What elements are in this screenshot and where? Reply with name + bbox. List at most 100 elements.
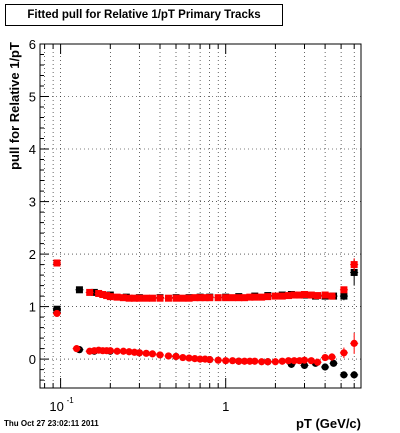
marker-circle — [321, 353, 329, 362]
marker-circle — [142, 349, 150, 357]
marker-circle — [113, 347, 121, 355]
data-point-mean-red — [52, 309, 61, 318]
y-tick-label: 0 — [29, 352, 36, 367]
marker-square — [106, 293, 114, 301]
y-tick-label: 6 — [29, 37, 36, 52]
marker-square — [278, 292, 286, 300]
marker-square — [142, 294, 150, 302]
marker-circle — [271, 358, 280, 366]
marker-square — [229, 294, 237, 302]
marker-square — [328, 292, 336, 300]
data-point-sigma-red — [250, 293, 259, 301]
marker-circle — [264, 358, 272, 366]
marker-square — [75, 286, 83, 294]
data-point-mean-black — [339, 371, 348, 379]
marker-circle — [164, 352, 173, 360]
y-tick-label: 2 — [29, 247, 36, 262]
data-point-mean-red — [142, 349, 151, 357]
marker-circle — [191, 354, 199, 363]
marker-square — [350, 268, 358, 276]
marker-circle — [172, 352, 180, 361]
timestamp-footer: Thu Oct 27 23:02:11 2011 — [4, 419, 99, 428]
grid-layer — [40, 43, 361, 388]
marker-circle — [321, 363, 329, 371]
data-point-mean-red — [313, 358, 322, 366]
data-point-mean-black — [329, 359, 338, 367]
marker-square — [307, 291, 315, 299]
data-point-sigma-red — [113, 293, 122, 301]
marker-square — [86, 288, 94, 296]
marker-circle — [106, 347, 114, 355]
data-point-sigma-red — [307, 291, 316, 299]
y-tick-label: 5 — [29, 90, 36, 105]
data-point-mean-red — [271, 358, 280, 366]
data-point-sigma-red — [172, 294, 181, 302]
y-axis-label: pull for Relative 1/pT — [7, 42, 22, 170]
marker-circle — [246, 357, 254, 365]
data-point-sigma-red — [106, 293, 115, 301]
marker-circle — [329, 359, 338, 367]
marker-square — [340, 292, 348, 300]
marker-circle — [300, 356, 309, 364]
data-point-mean-red — [148, 350, 157, 358]
marker-square — [53, 259, 61, 267]
data-point-sigma-red — [85, 288, 94, 296]
data-point-mean-black — [350, 371, 359, 379]
marker-square — [290, 291, 298, 299]
data-point-sigma-red — [205, 294, 214, 302]
marker-square — [99, 291, 107, 299]
marker-circle — [278, 357, 286, 365]
marker-circle — [340, 349, 348, 357]
marker-square — [235, 294, 243, 302]
data-point-mean-red — [221, 357, 230, 365]
data-point-mean-red — [263, 358, 272, 366]
data-point-sigma-red — [263, 293, 272, 301]
data-point-mean-red — [164, 352, 173, 360]
marker-square — [296, 291, 304, 299]
data-point-sigma-red — [164, 294, 173, 302]
data-point-sigma-black — [339, 291, 348, 301]
data-point-sigma-red — [271, 292, 280, 300]
marker-circle — [222, 357, 230, 365]
marker-circle — [214, 356, 222, 364]
y-tick-label: 1 — [29, 300, 36, 315]
data-point-mean-red — [327, 353, 336, 361]
marker-square — [125, 294, 133, 302]
marker-circle — [235, 357, 243, 365]
data-point-mean-black — [321, 363, 330, 371]
marker-circle — [148, 350, 157, 358]
data-point-mean-red — [321, 353, 330, 362]
data-point-mean-red — [125, 348, 134, 356]
x-tick-label-exponent: -1 — [67, 396, 75, 405]
marker-square — [90, 288, 98, 296]
marker-square — [258, 293, 266, 301]
marker-circle — [290, 357, 298, 365]
data-point-mean-red — [156, 351, 165, 359]
marker-circle — [284, 357, 293, 365]
y-tick-label: 3 — [29, 195, 36, 210]
data-point-mean-red — [300, 356, 309, 364]
marker-circle — [179, 353, 187, 362]
x-tick-label: 1 — [222, 399, 229, 414]
data-point-mean-red — [307, 357, 316, 365]
axis-ticks: 0 1 2 3 4 5 6 10 -1 1 — [29, 37, 355, 414]
marker-circle — [185, 354, 193, 362]
marker-square — [271, 292, 279, 300]
marker-square — [196, 294, 204, 302]
marker-square — [321, 291, 329, 299]
marker-square — [95, 289, 103, 297]
data-point-sigma-red — [327, 292, 336, 300]
x-tick-label: 10 — [49, 399, 63, 414]
marker-circle — [119, 347, 127, 355]
marker-square — [251, 293, 259, 301]
marker-square — [113, 293, 121, 301]
marker-square — [156, 294, 164, 302]
marker-circle — [307, 357, 315, 365]
data-point-mean-red — [106, 347, 115, 355]
marker-circle — [240, 357, 249, 365]
data-point-mean-red — [228, 357, 237, 365]
x-axis-label: pT (GeV/c) — [296, 416, 361, 431]
marker-square — [179, 294, 187, 302]
marker-circle — [156, 351, 164, 359]
data-point-mean-red — [135, 349, 144, 357]
